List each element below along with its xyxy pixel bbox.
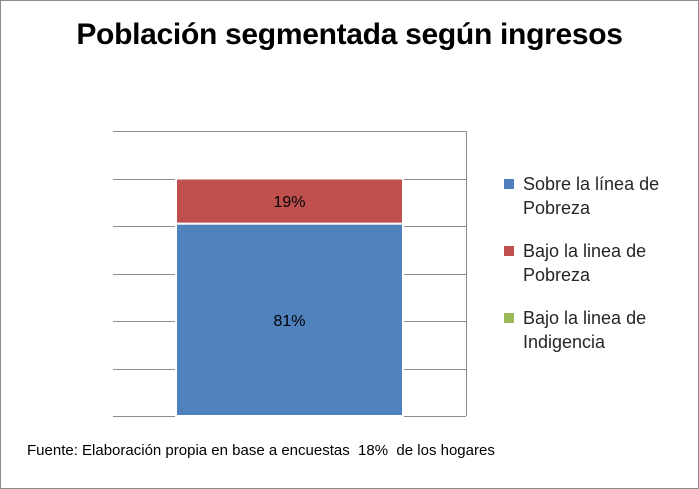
data-labels: 81% 19% — [273, 194, 305, 330]
legend-label-above-poverty: Sobre la línea de Pobreza — [523, 174, 660, 218]
chart-title: Población segmentada según ingresos — [76, 18, 623, 51]
legend-item-above-poverty: Sobre la línea de Pobreza — [504, 172, 694, 220]
legend: Sobre la línea de Pobreza Bajo la linea … — [504, 172, 694, 373]
data-label-1: 19% — [273, 194, 305, 211]
legend-item-below-indigence: Bajo la linea de Indigencia — [504, 306, 694, 354]
legend-swatch-below-indigence — [504, 313, 514, 323]
bar-segment-0 — [175, 222, 404, 417]
legend-swatch-below-poverty — [504, 246, 514, 256]
legend-swatch-above-poverty — [504, 179, 514, 189]
legend-label-below-indigence: Bajo la linea de Indigencia — [523, 308, 647, 352]
bars — [175, 177, 404, 417]
legend-label-below-poverty: Bajo la linea de Pobreza — [523, 241, 647, 285]
data-label-0: 81% — [273, 313, 305, 330]
source-note: Fuente: Elaboración propia en base a enc… — [27, 442, 495, 459]
legend-item-below-poverty: Bajo la linea de Pobreza — [504, 239, 694, 287]
bar-segment-1 — [175, 177, 404, 225]
